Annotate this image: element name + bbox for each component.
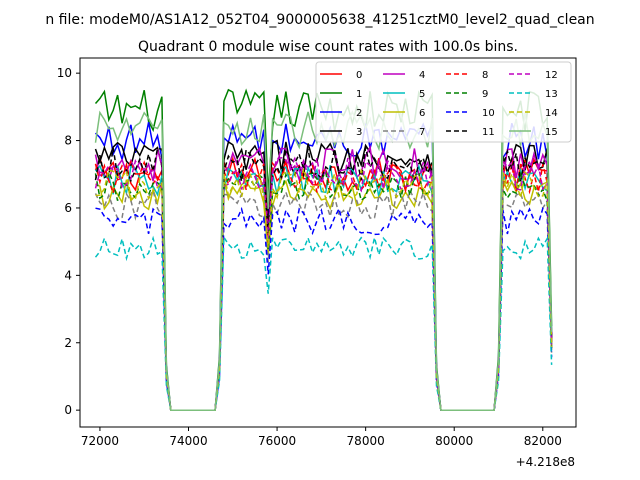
legend-label: 2 [356, 108, 362, 119]
legend-label: 4 [419, 70, 425, 81]
y-tick-label: 2 [64, 336, 72, 350]
x-tick-label: 78000 [347, 434, 385, 448]
legend-label: 9 [482, 89, 488, 100]
y-tick-label: 10 [57, 66, 72, 80]
legend-label: 12 [545, 70, 558, 81]
chart-title: Quadrant 0 module wise count rates with … [138, 39, 518, 55]
y-tick-label: 6 [64, 201, 72, 215]
x-axis: 72000 74000 76000 78000 80000 82000 [81, 427, 562, 448]
y-tick-label: 4 [64, 268, 72, 282]
x-tick-label: 76000 [258, 434, 296, 448]
x-tick-label: 80000 [435, 434, 473, 448]
y-tick-label: 0 [64, 403, 72, 417]
legend-label: 15 [545, 127, 558, 138]
suptitle: n file: modeM0/AS1A12_052T04_9000005638_… [45, 12, 594, 28]
legend-label: 3 [356, 127, 362, 138]
legend-label: 7 [419, 127, 425, 138]
legend-label: 10 [482, 108, 495, 119]
series-line-9 [94, 169, 553, 411]
legend-label: 11 [482, 127, 495, 138]
x-tick-label: 74000 [169, 434, 207, 448]
legend-label: 8 [482, 70, 488, 81]
legend-label: 5 [419, 89, 425, 100]
legend-label: 0 [356, 70, 362, 81]
y-tick-label: 8 [64, 134, 72, 148]
x-tick-label: 82000 [524, 434, 562, 448]
x-tick-label: 72000 [81, 434, 119, 448]
legend-box [315, 61, 572, 143]
legend-label: 13 [545, 89, 558, 100]
x-offset-label: +4.218e8 [516, 455, 575, 469]
y-axis: 0 2 4 6 8 10 [57, 66, 80, 417]
series-line-15 [94, 109, 553, 411]
legend-label: 14 [545, 108, 558, 119]
plot-frame [79, 57, 577, 428]
legend-label: 6 [419, 108, 425, 119]
legend-label: 1 [356, 89, 362, 100]
